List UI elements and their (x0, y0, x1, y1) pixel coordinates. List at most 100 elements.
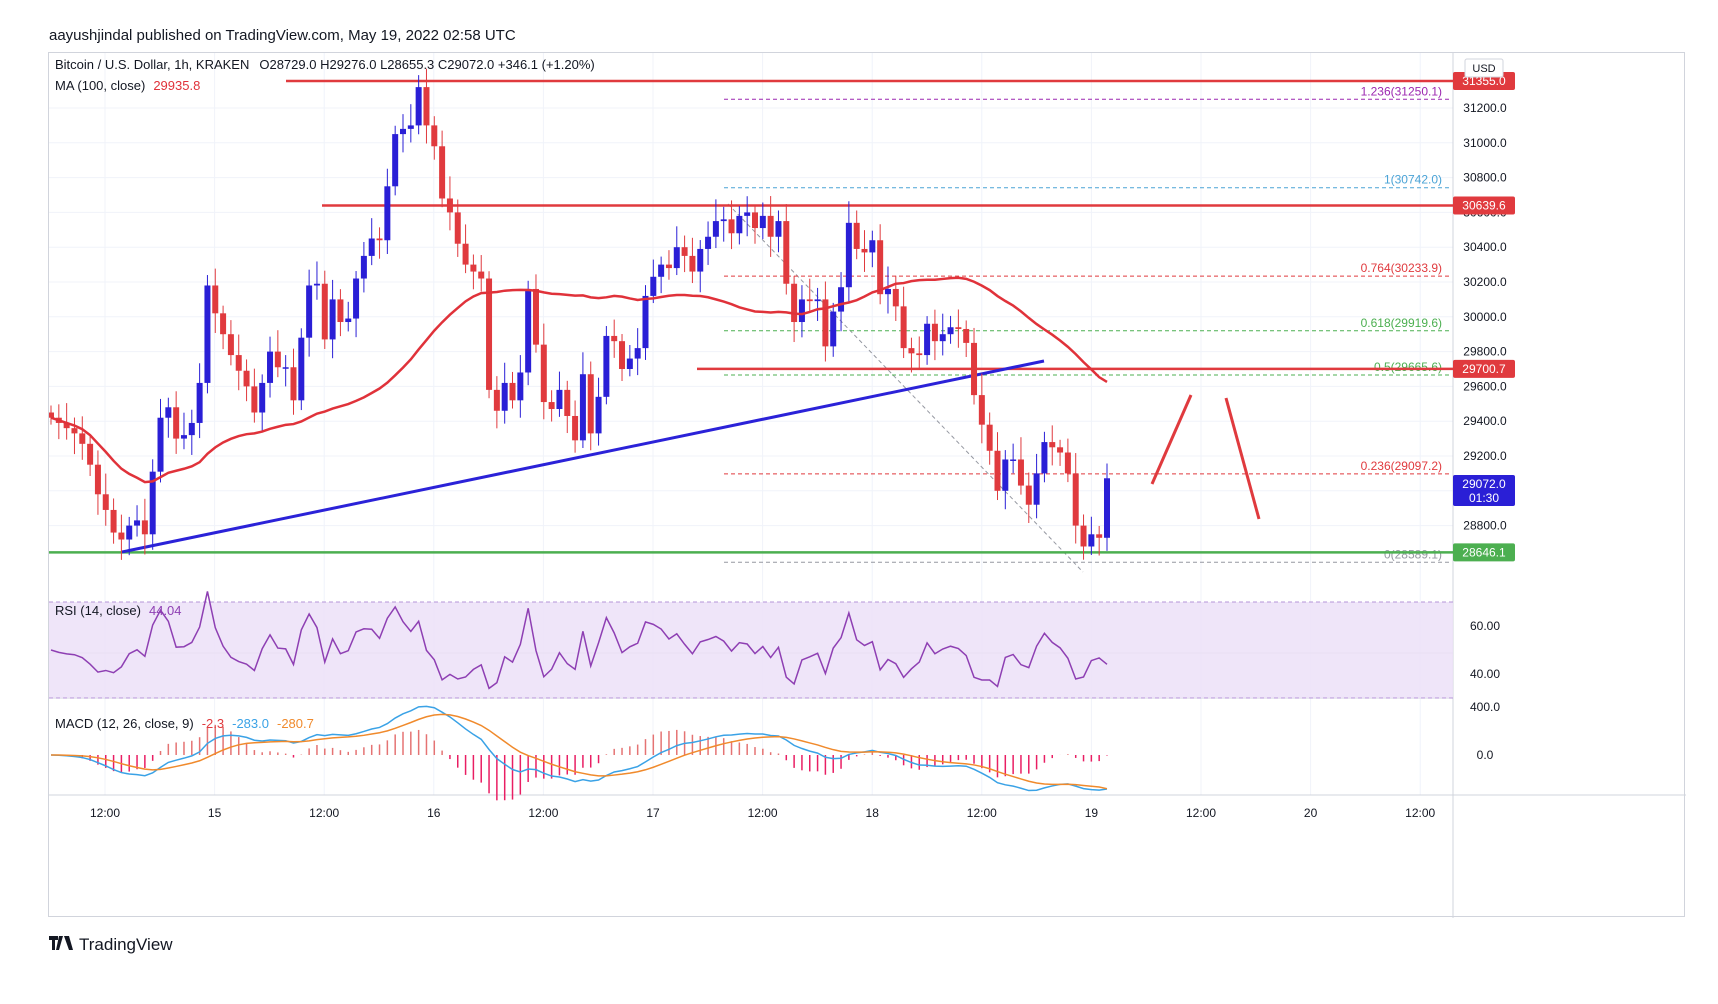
candle-body (705, 236, 712, 249)
price-tick-label: 31000.0 (1463, 136, 1507, 150)
candle-body (1088, 534, 1095, 547)
projection-down-line (1224, 397, 1261, 520)
chart-frame[interactable]: 1.236(31250.1) 1(30742.0) 0.764(30233.9) 0.… (48, 52, 1686, 918)
candle-body (587, 374, 594, 434)
price-tick-label: 28800.0 (1463, 519, 1507, 533)
tradingview-logo[interactable]: TradingView (49, 934, 173, 955)
candle-body (525, 288, 532, 373)
candle-body (204, 285, 211, 383)
candle-body (892, 288, 899, 307)
candle-body (736, 215, 743, 234)
macd-tick-label: 0.0 (1477, 748, 1494, 762)
candle-body (728, 219, 735, 234)
time-tick-label: 12:00 (528, 806, 558, 820)
candle-body (642, 295, 649, 349)
candle-body (994, 450, 1001, 491)
time-tick-label: 12:00 (90, 806, 120, 820)
candle-body (634, 348, 641, 359)
price-tick-label: 29200.0 (1463, 449, 1507, 463)
candle-body (282, 367, 289, 369)
candle-body (298, 337, 305, 401)
candle-body (360, 255, 367, 279)
candle-body (1041, 442, 1048, 474)
legend-ma[interactable]: MA (100, close) 29935.8 (55, 78, 200, 93)
candle-body (149, 471, 156, 535)
candle-body (345, 318, 352, 323)
price-tick-label: 29400.0 (1463, 414, 1507, 428)
chart-canvas[interactable]: 1.236(31250.1) 1(30742.0) 0.764(30233.9) 0.… (48, 53, 1686, 918)
candle-body (900, 306, 907, 349)
legend-macd[interactable]: MACD (12, 26, close, 9) -2.3 -283.0 -280.7 (55, 716, 314, 731)
candle-body (118, 532, 125, 540)
candle-body (564, 389, 571, 416)
candle-body (963, 328, 970, 343)
candle-body (173, 407, 180, 439)
candle-body (79, 433, 86, 444)
candle-body (548, 402, 555, 410)
candles (48, 68, 1110, 560)
level-tag-label: 30639.6 (1462, 199, 1506, 213)
macd-line (50, 705, 1108, 792)
time-tick-label: 12:00 (1405, 806, 1435, 820)
candle-body (673, 247, 680, 269)
candle-body (978, 395, 985, 425)
price-tick-label: 29800.0 (1463, 345, 1507, 359)
candle-body (235, 355, 242, 371)
candle-body (141, 520, 148, 535)
candle-body (619, 341, 626, 369)
candle-body (744, 212, 751, 216)
trendline[interactable] (121, 359, 1045, 554)
time-tick-label: 19 (1085, 806, 1099, 820)
candle-body (814, 299, 821, 302)
candle-body (1002, 459, 1009, 491)
candle-body (869, 240, 876, 253)
candle-body (180, 435, 187, 439)
candle-body (337, 299, 344, 323)
candle-body (196, 382, 203, 423)
candle-body (759, 215, 766, 229)
candle-body (1049, 442, 1056, 448)
candle-body (431, 125, 438, 147)
candle-body (861, 248, 868, 253)
candle-body (227, 334, 234, 356)
candle-body (916, 353, 923, 356)
time-tick-label: 18 (866, 806, 880, 820)
candle-body (697, 248, 704, 272)
candle-body (884, 288, 891, 295)
macd-tick-label: 400.0 (1470, 700, 1500, 714)
candle-body (368, 238, 375, 256)
fib-level-label: 1(30742.0) (1384, 173, 1442, 187)
candle-body (423, 87, 430, 126)
candle-body (470, 264, 477, 272)
level-tag (1453, 359, 1515, 378)
candle-body (446, 198, 453, 213)
currency-label: USD (1472, 63, 1495, 75)
time-axis[interactable]: 12:00 15 12:00 16 12:00 17 12:00 18 12:00 19 12:00… (90, 806, 1436, 820)
candle-body (462, 243, 469, 265)
price-tick-label: 30200.0 (1463, 275, 1507, 289)
fib-level-label: 0.236(29097.2) (1361, 459, 1442, 473)
time-tick-label: 20 (1304, 806, 1318, 820)
candle-body (908, 348, 915, 354)
candle-body (126, 525, 133, 540)
price-tick-label: 31200.0 (1463, 101, 1507, 115)
candle-body (274, 351, 281, 368)
candle-body (650, 276, 657, 296)
candle-body (822, 299, 829, 347)
macd-axis: 400.0 0.0 (1470, 700, 1500, 762)
time-tick-label: 12:00 (309, 806, 339, 820)
candle-body (407, 125, 414, 129)
candle-body (540, 344, 547, 403)
candle-body (48, 412, 54, 418)
candle-body (595, 396, 602, 434)
horizontal-levels[interactable] (49, 79, 1453, 554)
candle-body (267, 351, 274, 383)
candle-body (626, 358, 633, 369)
price-axis[interactable]: 28800.029000.029200.029400.029600.029800… (1463, 101, 1507, 533)
fibonacci-retracement[interactable]: 1.236(31250.1) 1(30742.0) 0.764(30233.9) 0.… (724, 84, 1449, 563)
legend-rsi[interactable]: RSI (14, close) 44.04 (55, 603, 182, 618)
candle-body (329, 299, 336, 340)
legend-symbol[interactable]: Bitcoin / U.S. Dollar, 1h, KRAKEN O28729.… (55, 57, 595, 72)
currency-box[interactable] (1464, 58, 1504, 78)
candle-body (1017, 459, 1024, 486)
